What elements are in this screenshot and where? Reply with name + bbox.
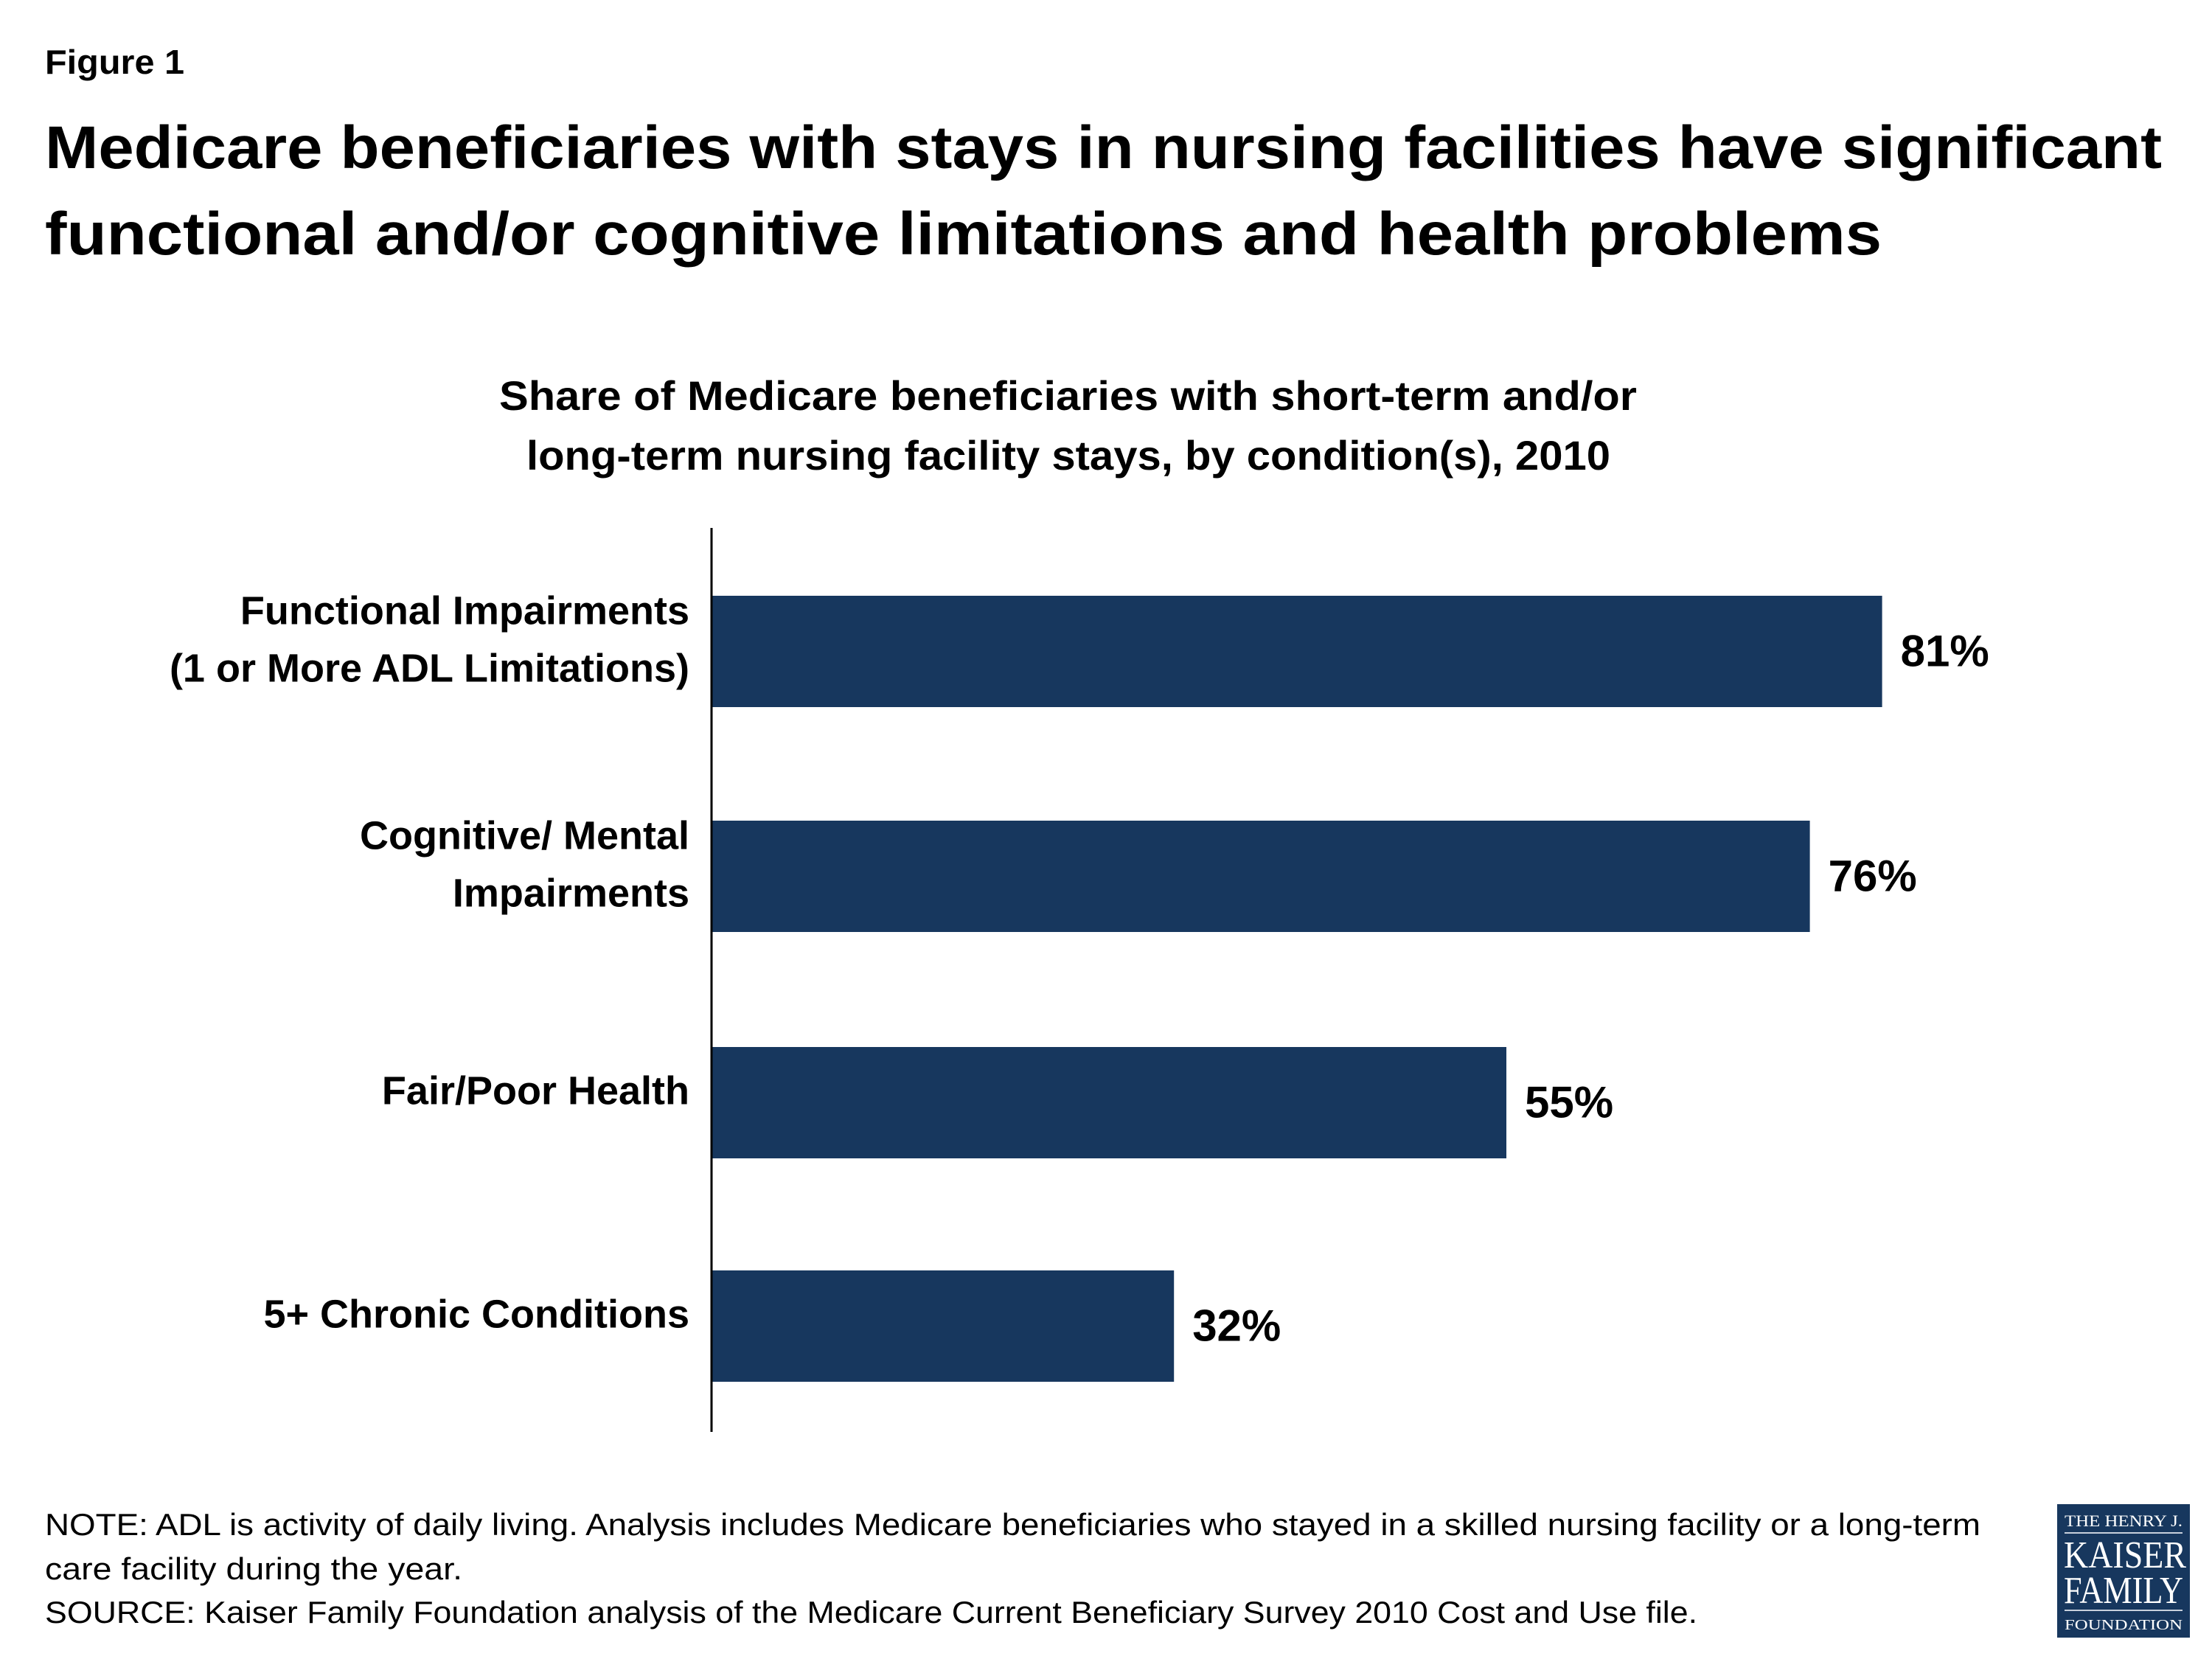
value-label: 81% xyxy=(1901,627,1989,676)
value-label: 76% xyxy=(1829,852,1917,901)
source-line: SOURCE: Kaiser Family Foundation analysi… xyxy=(45,1595,1697,1630)
category-label: 5+ Chronic Conditions xyxy=(263,1293,689,1337)
bar xyxy=(712,1270,1175,1382)
logo-line-1: THE HENRY J. xyxy=(2065,1512,2183,1530)
logo-line-3: FAMILY xyxy=(2064,1570,2183,1612)
note-line-1: NOTE: ADL is activity of daily living. A… xyxy=(45,1507,1980,1542)
bar xyxy=(712,1047,1506,1158)
category-label: Impairments xyxy=(453,872,689,916)
chart-title-line-2: long-term nursing facility stays, by con… xyxy=(526,432,1610,479)
category-label: Functional Impairments xyxy=(240,589,689,633)
page-title-line-1: Medicare beneficiaries with stays in nur… xyxy=(45,114,2162,181)
kff-logo: THE HENRY J. KAISER FAMILY FOUNDATION xyxy=(2057,1504,2190,1638)
logo-line-2: KAISER xyxy=(2064,1534,2186,1576)
bar xyxy=(712,596,1882,707)
page-title-line-2: functional and/or cognitive limitations … xyxy=(45,201,1882,268)
category-label: Cognitive/ Mental xyxy=(360,814,689,858)
figure-label: Figure 1 xyxy=(45,43,184,81)
chart-title-line-1: Share of Medicare beneficiaries with sho… xyxy=(499,372,1637,419)
bar xyxy=(712,821,1810,932)
category-labels: Functional Impairments (1 or More ADL Lim… xyxy=(170,589,689,1337)
value-labels: 81% 76% 55% 32% xyxy=(1192,627,1989,1351)
value-label: 55% xyxy=(1525,1078,1613,1127)
logo-line-4: FOUNDATION xyxy=(2065,1617,2183,1633)
note-line-2: care facility during the year. xyxy=(45,1551,462,1586)
value-label: 32% xyxy=(1192,1301,1281,1351)
bar-group xyxy=(712,596,1882,1382)
category-label: Fair/Poor Health xyxy=(382,1069,689,1113)
category-label: (1 or More ADL Limitations) xyxy=(170,647,689,691)
